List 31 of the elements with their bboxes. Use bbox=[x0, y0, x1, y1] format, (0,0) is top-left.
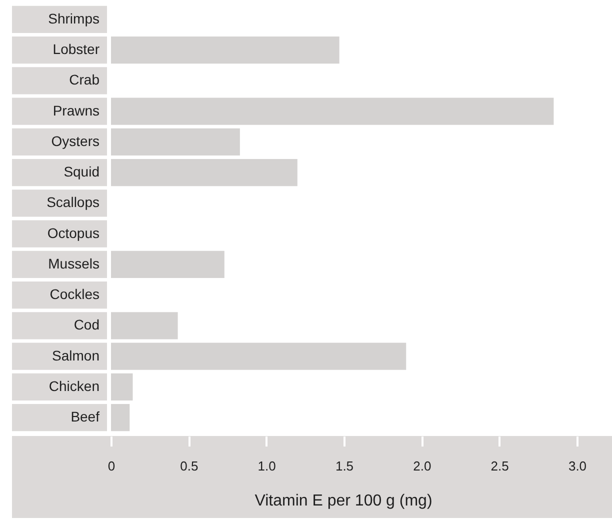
y-tick-label: Octopus bbox=[47, 224, 100, 241]
bar bbox=[111, 373, 133, 401]
y-tick-label: Cod bbox=[74, 316, 100, 333]
x-tick-label: 2.5 bbox=[490, 458, 509, 474]
x-tick-label: 1.5 bbox=[335, 458, 354, 474]
x-axis-title: Vitamin E per 100 g (mg) bbox=[254, 492, 432, 510]
bar bbox=[111, 250, 224, 278]
bar bbox=[111, 404, 130, 432]
y-tick-label: Salmon bbox=[52, 347, 100, 364]
y-tick-label: Scallops bbox=[46, 194, 100, 210]
bar bbox=[111, 312, 178, 340]
x-tick-label: 0.5 bbox=[180, 458, 198, 474]
x-tick-label: 2.0 bbox=[413, 458, 432, 474]
y-tick-label: Squid bbox=[64, 164, 100, 180]
x-tick-label: 1.0 bbox=[258, 458, 276, 474]
bar bbox=[111, 98, 554, 125]
y-tick-label: Oysters bbox=[51, 132, 100, 149]
y-tick-label: Shrimps bbox=[48, 10, 100, 26]
x-tick-label: 0 bbox=[108, 458, 116, 474]
x-tick-label: 3.0 bbox=[568, 458, 587, 474]
bar bbox=[111, 342, 406, 370]
y-tick-label: Chicken bbox=[48, 378, 100, 394]
y-tick-label: Beef bbox=[70, 408, 100, 425]
bar bbox=[111, 128, 240, 156]
y-tick-label: Lobster bbox=[52, 41, 100, 58]
y-tick-label: Prawns bbox=[52, 102, 100, 118]
y-tick-label: Cockles bbox=[50, 286, 100, 302]
bar bbox=[111, 159, 298, 186]
y-tick-label: Mussels bbox=[48, 255, 100, 272]
y-tick-label: Crab bbox=[69, 72, 100, 88]
bar bbox=[111, 36, 340, 64]
